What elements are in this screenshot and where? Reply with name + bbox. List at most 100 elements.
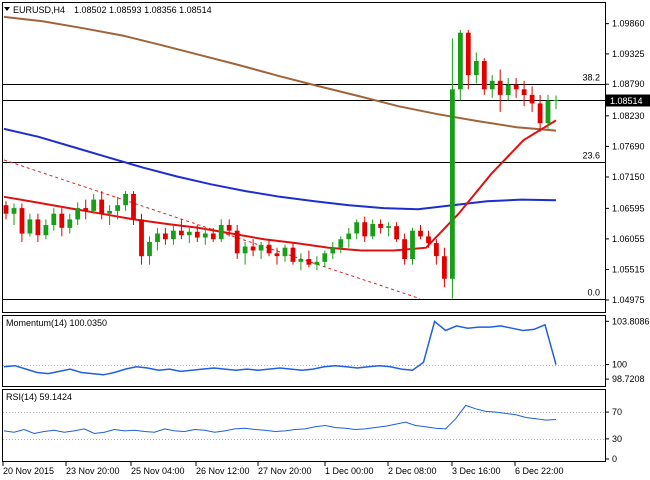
collapse-triangle-icon[interactable] [4, 7, 10, 11]
ohlc-header: 1.08502 1.08593 1.08356 1.08514 [74, 5, 212, 15]
candle-body [83, 208, 89, 211]
candle-body [59, 213, 65, 228]
candle-body [179, 230, 184, 236]
candle-body [99, 199, 105, 214]
candle-body [274, 253, 280, 257]
candle-body [481, 61, 487, 90]
price-layer: 38.2 23.6 0.0 [3, 15, 605, 300]
price-axis-label: 1.08230 [612, 111, 645, 121]
rsi-line [3, 404, 557, 435]
fib-level-label: 38.2 [582, 73, 600, 83]
price-axis-label: 1.07690 [612, 141, 645, 151]
price-axis-label: 1.06055 [612, 234, 645, 244]
candle-body [450, 89, 455, 279]
chart-title: EURUSD,H4 [13, 5, 65, 15]
rsi-axis-label: 70 [612, 407, 622, 417]
candle-body [314, 261, 320, 265]
price-axis-label: 1.07150 [612, 172, 645, 182]
price-axis-label: 1.08790 [612, 79, 645, 89]
candle-body [418, 230, 423, 237]
momentum-axis-label: 100 [612, 360, 627, 370]
x-axis-label: 23 Nov 20:00 [66, 466, 120, 476]
candle-body [250, 246, 256, 251]
candle-body [19, 208, 25, 234]
x-axis-label: 6 Dec 22:00 [515, 466, 564, 476]
candle-body [442, 256, 447, 279]
candle-body [354, 222, 360, 234]
rsi-layer [3, 404, 605, 440]
current-price-label: 1.08514 [610, 96, 643, 106]
price-axis-label: 1.05515 [612, 264, 645, 274]
rsi-pane [2, 389, 606, 462]
candle-body [394, 226, 399, 240]
price-axis-label: 1.06595 [612, 203, 645, 213]
current-price-box [606, 94, 650, 107]
candle-body [131, 193, 136, 220]
candle-body [3, 205, 9, 214]
candle-body [91, 199, 97, 211]
trend-line [3, 159, 421, 300]
candle-body [378, 223, 383, 228]
candle-body [186, 231, 192, 236]
candle-body [147, 242, 152, 257]
candle-body [537, 103, 543, 124]
candle-body [266, 244, 272, 254]
candle-body [529, 94, 535, 104]
momentum-line [3, 320, 557, 376]
candle-body [218, 225, 224, 240]
candle-body [434, 243, 439, 257]
candle-body [115, 205, 120, 211]
candle-body [123, 193, 128, 206]
price-axis-label: 1.09325 [612, 49, 645, 59]
candle-body [43, 225, 49, 236]
candle-body [171, 230, 176, 240]
candle-body [242, 246, 248, 254]
candle-body [298, 259, 304, 262]
candle-body [27, 219, 33, 234]
candle-body [465, 32, 471, 76]
candle-body [139, 219, 144, 257]
candle-body [386, 226, 391, 228]
candle-body [202, 233, 208, 238]
candle-body [410, 230, 415, 259]
momentum-axis-label: 103.8086 [612, 316, 650, 326]
candle-body [107, 210, 112, 214]
candle-body [545, 100, 551, 124]
axis-layer: 1.09860 1.09325 1.08790 1.08230 1.07690 1.071… [2, 19, 650, 476]
fib-level-label: 0.0 [587, 288, 600, 298]
candle-body [497, 80, 503, 95]
candle-body [194, 231, 200, 238]
x-axis-label: 26 Nov 12:00 [196, 466, 250, 476]
x-axis-label: 20 Nov 2015 [3, 466, 54, 476]
candle-body [370, 223, 376, 237]
candle-body [426, 236, 431, 244]
candle-body [35, 219, 41, 236]
candle-body [290, 247, 296, 262]
ma-blue-line [3, 127, 557, 211]
candle-body [458, 32, 463, 90]
price-axis-label: 1.04975 [612, 295, 645, 305]
candle-body [338, 239, 344, 248]
candle-body [346, 233, 352, 240]
candle-body [282, 247, 288, 257]
candle-body [210, 233, 216, 240]
candle-body [234, 230, 240, 254]
x-axis-label: 3 Dec 16:00 [452, 466, 501, 476]
candle-body [226, 225, 232, 231]
x-axis-label: 25 Nov 04:00 [131, 466, 185, 476]
ma-brown-line [3, 15, 557, 132]
candle-body [489, 80, 495, 90]
x-axis-label: 27 Nov 20:00 [258, 466, 312, 476]
candle-body [51, 213, 57, 225]
momentum-layer [3, 320, 605, 376]
candle-body [306, 259, 312, 265]
ma-red-line [3, 119, 557, 252]
candle-body [505, 84, 511, 95]
candle-body [521, 89, 527, 95]
candle-body [322, 253, 328, 262]
candle-body [362, 222, 368, 237]
price-pane [2, 2, 606, 313]
x-axis-label: 1 Dec 00:00 [325, 466, 374, 476]
rsi-label: RSI(14) 59.1424 [6, 392, 72, 402]
